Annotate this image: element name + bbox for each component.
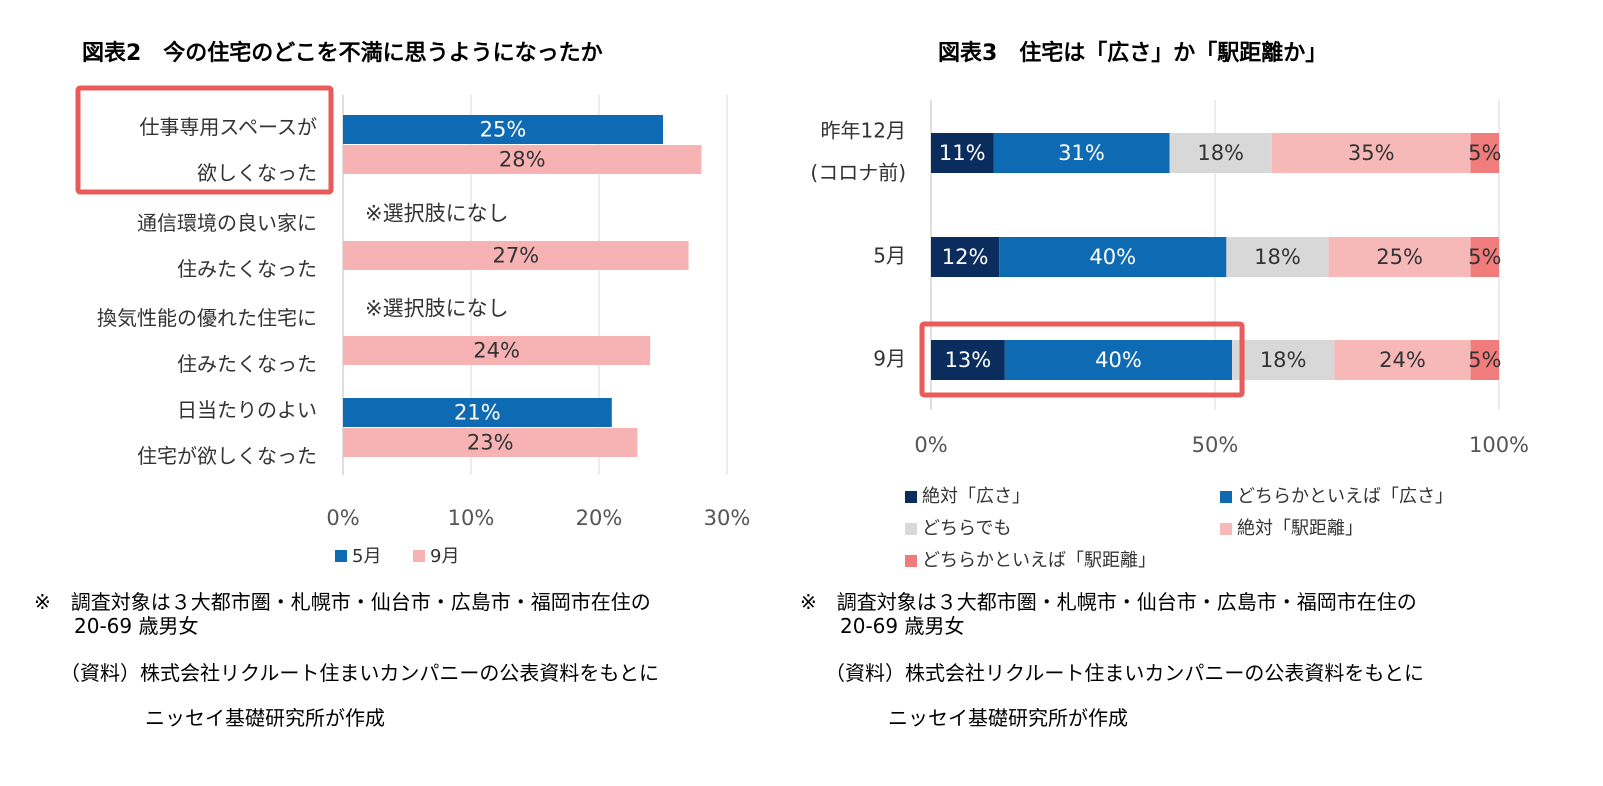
source-note-cont: ニッセイ基礎研究所が作成 bbox=[145, 706, 385, 730]
data-label: 5% bbox=[1468, 245, 1501, 269]
legend-label: 絶対「広さ」 bbox=[922, 486, 1030, 507]
x-tick-label: 100% bbox=[1469, 433, 1529, 457]
chart-3-title: 図表3 住宅は「広さ」か「駅距離か」 bbox=[938, 40, 1327, 66]
bar-sep bbox=[343, 428, 638, 457]
category-label: 日当たりのよい bbox=[177, 398, 317, 422]
data-label: 23% bbox=[467, 431, 514, 455]
survey-note: ※ 調査対象は３大都市圏・札幌市・仙台市・広島市・福岡市在住の bbox=[800, 590, 1417, 614]
bar-sep bbox=[343, 336, 651, 365]
bar-sep bbox=[343, 241, 689, 270]
data-label: 18% bbox=[1197, 141, 1244, 165]
survey-note-cont: 20-69 歳男女 bbox=[74, 614, 198, 638]
data-label: 18% bbox=[1254, 245, 1301, 269]
stacked-segment bbox=[931, 340, 1005, 380]
chart-3-stacked-size-vs-distance: 図表3 住宅は「広さ」か「駅距離か」 0% 50% 100% 昨年12月 (コロナ前) 11… bbox=[800, 40, 1529, 730]
stacked-segment bbox=[1004, 340, 1233, 380]
data-label: 21% bbox=[454, 401, 501, 425]
chart-2-title: 図表2 今の住宅のどこを不満に思うようになったか bbox=[82, 40, 603, 66]
not-an-option-note: ※選択肢になし bbox=[365, 202, 509, 226]
data-label: 18% bbox=[1260, 348, 1307, 372]
data-label: 27% bbox=[492, 244, 539, 268]
data-label: 24% bbox=[473, 339, 520, 363]
category-label: (コロナ前) bbox=[810, 161, 906, 185]
data-label: 5% bbox=[1468, 141, 1501, 165]
stacked-segment bbox=[999, 237, 1227, 277]
legend-label: 絶対「駅距離」 bbox=[1237, 518, 1363, 539]
category-label: 換気性能の優れた住宅に bbox=[97, 306, 317, 330]
data-label: 5% bbox=[1468, 348, 1501, 372]
stacked-segment bbox=[1232, 340, 1335, 380]
stacked-segment bbox=[1226, 237, 1329, 277]
legend-label: どちらかといえば「駅距離」 bbox=[922, 550, 1156, 571]
category-label: 欲しくなった bbox=[197, 161, 317, 185]
category-label: 住みたくなった bbox=[177, 352, 317, 376]
category-label: 住宅が欲しくなった bbox=[137, 444, 317, 468]
data-label: 40% bbox=[1089, 245, 1136, 269]
data-label: 28% bbox=[499, 148, 546, 172]
data-label: 25% bbox=[480, 118, 527, 142]
stacked-segment bbox=[1470, 237, 1499, 277]
legend-swatch bbox=[905, 555, 917, 567]
x-tick-label: 30% bbox=[704, 506, 751, 530]
stacked-segment bbox=[993, 133, 1170, 173]
category-label: 仕事専用スペースが bbox=[139, 115, 317, 139]
legend-label: 9月 bbox=[430, 546, 459, 567]
data-label: 31% bbox=[1058, 141, 1105, 165]
stacked-segment bbox=[1271, 133, 1471, 173]
stacked-segment bbox=[1470, 340, 1499, 380]
data-label: 24% bbox=[1379, 348, 1426, 372]
category-label: 5月 bbox=[873, 244, 906, 268]
source-note: （資料）株式会社リクルート住まいカンパニーの公表資料をもとに bbox=[825, 661, 1424, 685]
stacked-segment bbox=[1334, 340, 1471, 380]
x-tick-label: 0% bbox=[326, 506, 359, 530]
stacked-segment bbox=[931, 237, 1000, 277]
chart-2-bar-unmet-needs: 図表2 今の住宅のどこを不満に思うようになったか 0% 10% 20% 30% 仕事専用ス… bbox=[34, 40, 750, 730]
legend-swatch bbox=[1220, 523, 1232, 535]
highlight-box bbox=[75, 85, 334, 195]
data-label: 13% bbox=[945, 348, 992, 372]
data-label: 25% bbox=[1376, 245, 1423, 269]
survey-note-cont: 20-69 歳男女 bbox=[840, 614, 964, 638]
legend-swatch bbox=[335, 550, 347, 562]
x-tick-label: 10% bbox=[448, 506, 495, 530]
data-label: 40% bbox=[1095, 348, 1142, 372]
source-note: （資料）株式会社リクルート住まいカンパニーの公表資料をもとに bbox=[60, 661, 659, 685]
legend-label: どちらかといえば「広さ」 bbox=[1237, 486, 1453, 507]
bar-sep bbox=[343, 145, 702, 174]
stacked-segment bbox=[1328, 237, 1471, 277]
legend-swatch bbox=[1220, 491, 1232, 503]
category-label: 9月 bbox=[873, 347, 906, 371]
legend-label: どちらでも bbox=[922, 518, 1011, 539]
bar-may bbox=[343, 115, 663, 144]
stacked-segment bbox=[1169, 133, 1272, 173]
data-label: 12% bbox=[942, 245, 989, 269]
not-an-option-note: ※選択肢になし bbox=[365, 297, 509, 321]
legend-swatch bbox=[905, 491, 917, 503]
survey-note: ※ 調査対象は３大都市圏・札幌市・仙台市・広島市・福岡市在住の bbox=[34, 590, 651, 614]
stacked-segment bbox=[1470, 133, 1499, 173]
legend-swatch bbox=[905, 523, 917, 535]
bar-may bbox=[343, 398, 612, 427]
x-tick-label: 0% bbox=[914, 433, 947, 457]
category-label: 住みたくなった bbox=[177, 257, 317, 281]
highlight-box bbox=[919, 321, 1245, 398]
x-tick-label: 50% bbox=[1192, 433, 1239, 457]
x-tick-label: 20% bbox=[576, 506, 623, 530]
category-label: 通信環境の良い家に bbox=[137, 211, 317, 235]
stacked-segment bbox=[931, 133, 994, 173]
legend-swatch bbox=[413, 550, 425, 562]
legend-label: 5月 bbox=[352, 546, 381, 567]
category-label: 昨年12月 bbox=[821, 119, 906, 143]
data-label: 35% bbox=[1348, 141, 1395, 165]
data-label: 11% bbox=[939, 141, 986, 165]
source-note-cont: ニッセイ基礎研究所が作成 bbox=[888, 706, 1128, 730]
